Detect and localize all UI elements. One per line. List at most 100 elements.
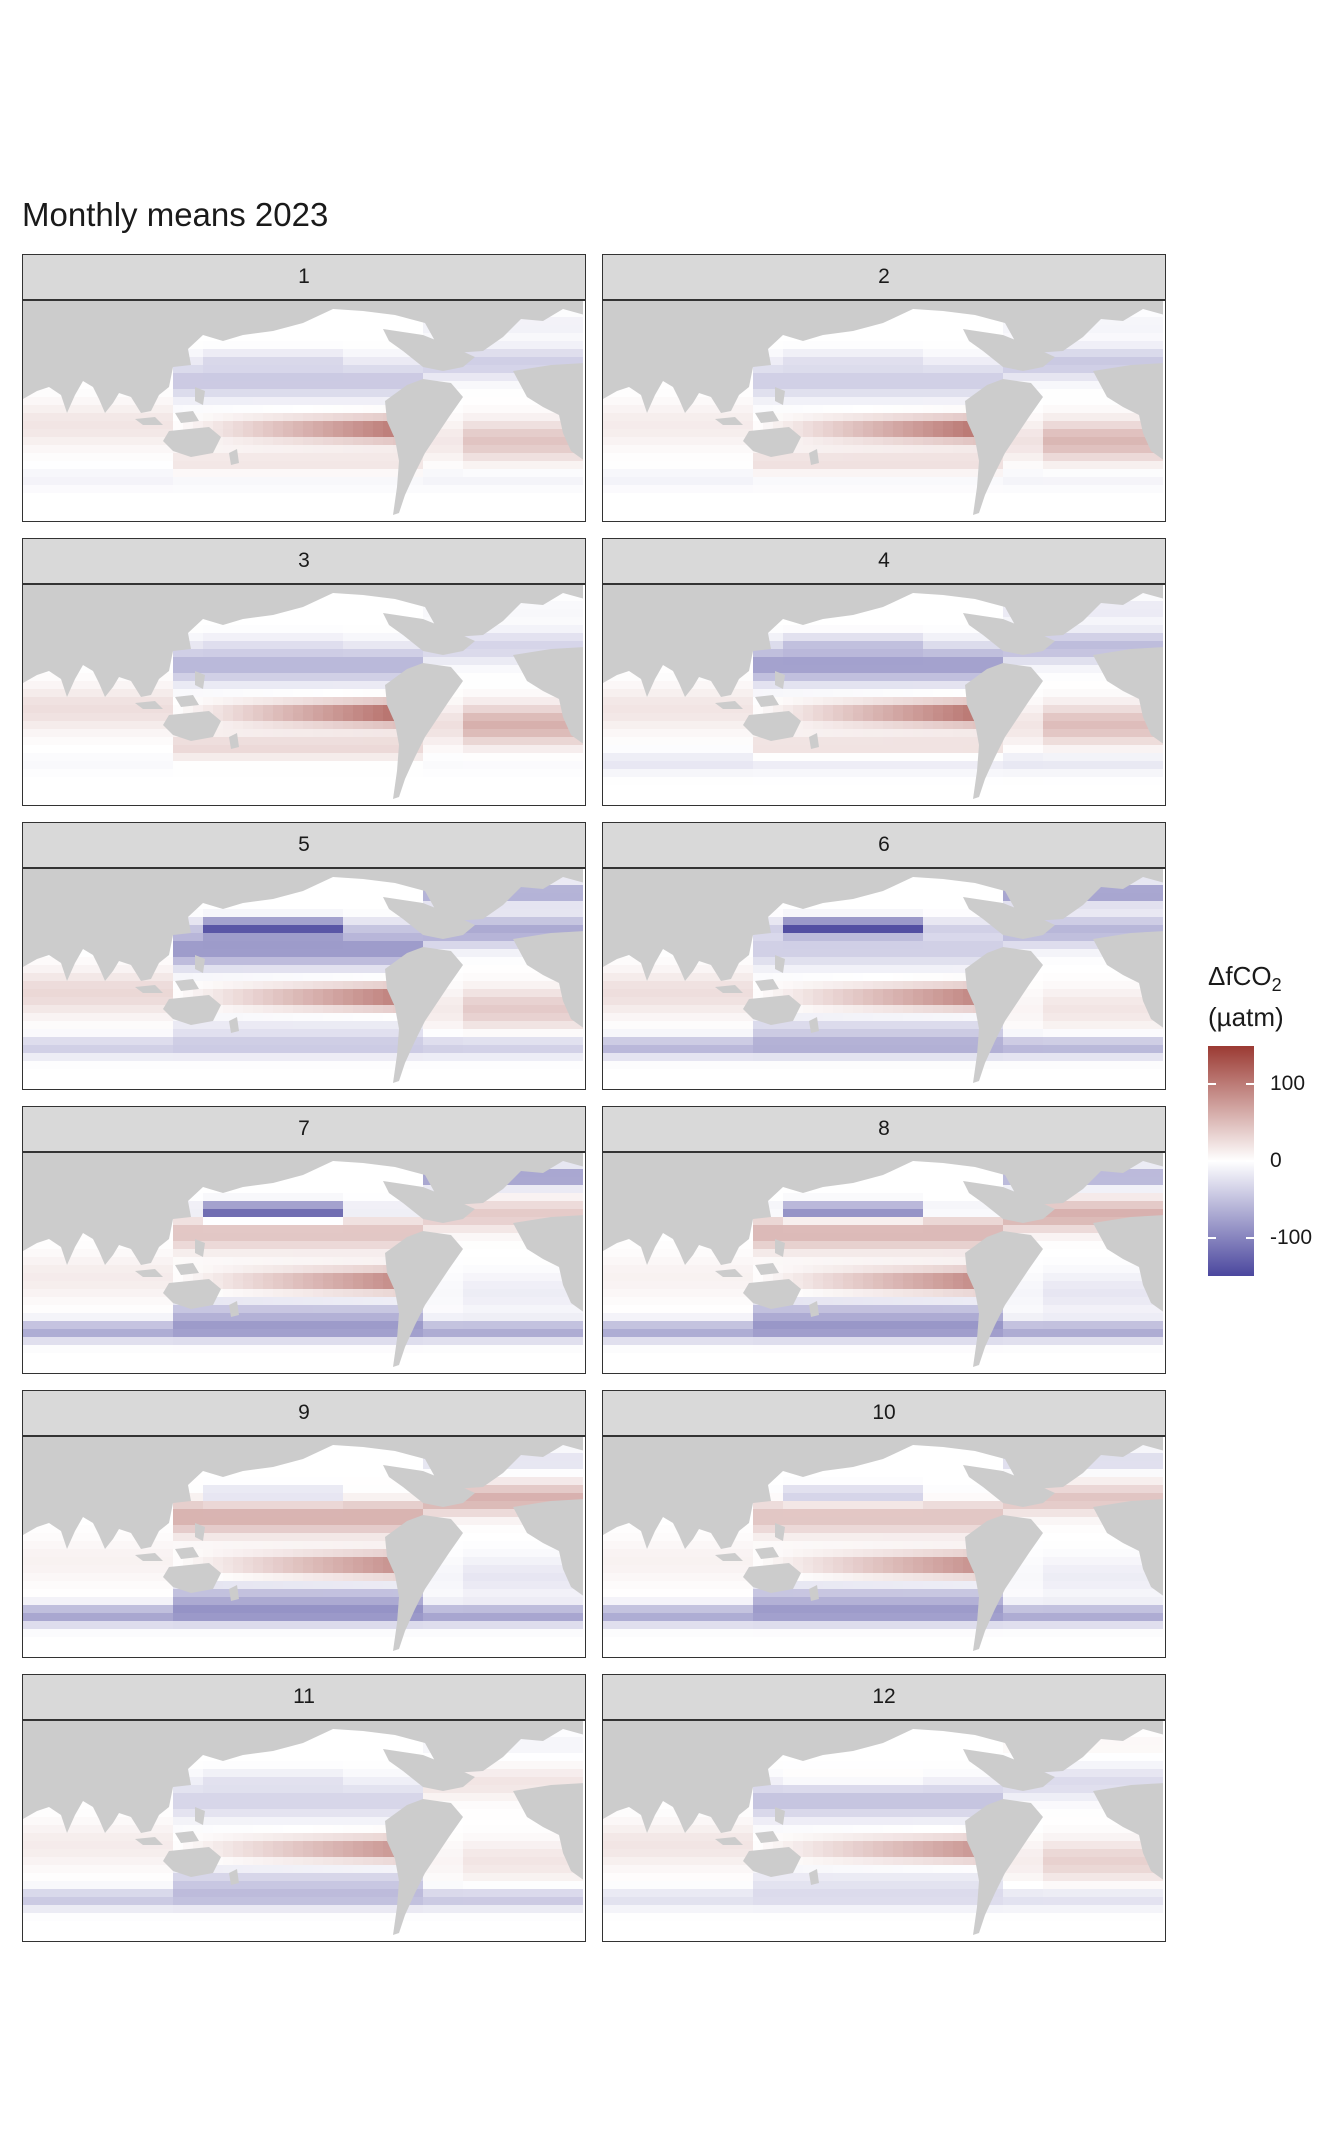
heatmap-cell	[323, 373, 333, 381]
heatmap-cell	[73, 437, 83, 445]
land-mass	[385, 663, 463, 799]
heatmap-cell	[843, 625, 853, 633]
heatmap-cell	[783, 365, 793, 373]
heatmap-cell	[213, 365, 223, 373]
heatmap-cell	[693, 461, 703, 469]
heatmap-cell	[293, 745, 303, 753]
heatmap-cell	[1103, 601, 1113, 609]
heatmap-cell	[313, 665, 323, 673]
heatmap-cell	[683, 429, 693, 437]
land-mass	[195, 387, 205, 405]
heatmap-cell	[223, 649, 233, 657]
heatmap-cell	[483, 657, 493, 665]
heatmap-cell	[1133, 469, 1143, 477]
heatmap-cell	[303, 437, 313, 445]
heatmap-cell	[103, 713, 113, 721]
heatmap-cell	[1133, 617, 1143, 625]
heatmap-cell	[813, 633, 823, 641]
heatmap-cell	[1073, 673, 1083, 681]
heatmap-cell	[103, 761, 113, 769]
heatmap-cell	[113, 729, 123, 737]
land-mass	[135, 417, 163, 425]
heatmap-cell	[453, 485, 463, 493]
heatmap-cell	[1093, 609, 1103, 617]
heatmap-cell	[263, 625, 273, 633]
heatmap-cell	[573, 341, 583, 349]
heatmap-cell	[63, 453, 73, 461]
heatmap-cell	[873, 405, 883, 413]
heatmap-cell	[573, 357, 583, 365]
heatmap-cell	[553, 617, 563, 625]
heatmap-cell	[123, 485, 133, 493]
heatmap-cell	[453, 381, 463, 389]
heatmap-cell	[1153, 485, 1163, 493]
heatmap-cell	[143, 477, 153, 485]
heatmap-cell	[283, 689, 293, 697]
heatmap-cell	[1043, 673, 1053, 681]
heatmap-cell	[923, 357, 933, 365]
heatmap-cell	[1103, 405, 1113, 413]
heatmap-cell	[493, 461, 503, 469]
heatmap-cell	[913, 493, 923, 501]
heatmap-cell	[323, 413, 333, 421]
heatmap-cell	[313, 697, 323, 705]
heatmap-cell	[893, 657, 903, 665]
heatmap-cell	[823, 445, 833, 453]
heatmap-cell	[243, 649, 253, 657]
heatmap-cell	[263, 453, 273, 461]
heatmap-cell	[213, 485, 223, 493]
heatmap-cell	[333, 625, 343, 633]
heatmap-cell	[663, 413, 673, 421]
heatmap-cell	[813, 437, 823, 445]
heatmap-cell	[853, 641, 863, 649]
heatmap-cell	[993, 373, 1003, 381]
heatmap-cell	[803, 633, 813, 641]
heatmap-cell	[473, 437, 483, 445]
heatmap-cell	[353, 777, 363, 785]
heatmap-cell	[643, 453, 653, 461]
land-mass	[513, 363, 583, 460]
heatmap-cell	[63, 469, 73, 477]
heatmap-cell	[253, 389, 263, 397]
heatmap-cell	[573, 777, 583, 785]
heatmap-cell	[1083, 641, 1093, 649]
heatmap-cell	[1053, 469, 1063, 477]
heatmap-cell	[973, 641, 983, 649]
heatmap-cell	[553, 309, 563, 317]
land-mass	[175, 411, 199, 423]
heatmap-cell	[303, 365, 313, 373]
heatmap-cell	[753, 657, 763, 665]
heatmap-cell	[523, 609, 533, 617]
heatmap-cell	[503, 737, 513, 745]
heatmap-cell	[123, 469, 133, 477]
heatmap-cell	[943, 445, 953, 453]
heatmap-cell	[33, 469, 43, 477]
heatmap-cell	[783, 469, 793, 477]
heatmap-cell	[353, 357, 363, 365]
heatmap-cell	[693, 493, 703, 501]
heatmap-cell	[1113, 461, 1123, 469]
heatmap-cell	[563, 745, 573, 753]
heatmap-cell	[623, 689, 633, 697]
heatmap-cell	[313, 649, 323, 657]
heatmap-cell	[203, 745, 213, 753]
heatmap-cell	[33, 405, 43, 413]
heatmap-cell	[313, 745, 323, 753]
heatmap-cell	[383, 373, 393, 381]
heatmap-cell	[343, 729, 353, 737]
heatmap-cell	[103, 493, 113, 501]
land-mass	[383, 329, 475, 371]
heatmap-cell	[73, 461, 83, 469]
heatmap-cell	[333, 445, 343, 453]
heatmap-cell	[763, 673, 773, 681]
heatmap-cell	[693, 405, 703, 413]
heatmap-cell	[533, 349, 543, 357]
heatmap-cell	[283, 745, 293, 753]
heatmap-cell	[923, 641, 933, 649]
heatmap-cell	[193, 737, 203, 745]
heatmap-cell	[843, 421, 853, 429]
heatmap-cell	[843, 341, 853, 349]
heatmap-cell	[483, 453, 493, 461]
heatmap-cell	[823, 625, 833, 633]
heatmap-cell	[893, 357, 903, 365]
